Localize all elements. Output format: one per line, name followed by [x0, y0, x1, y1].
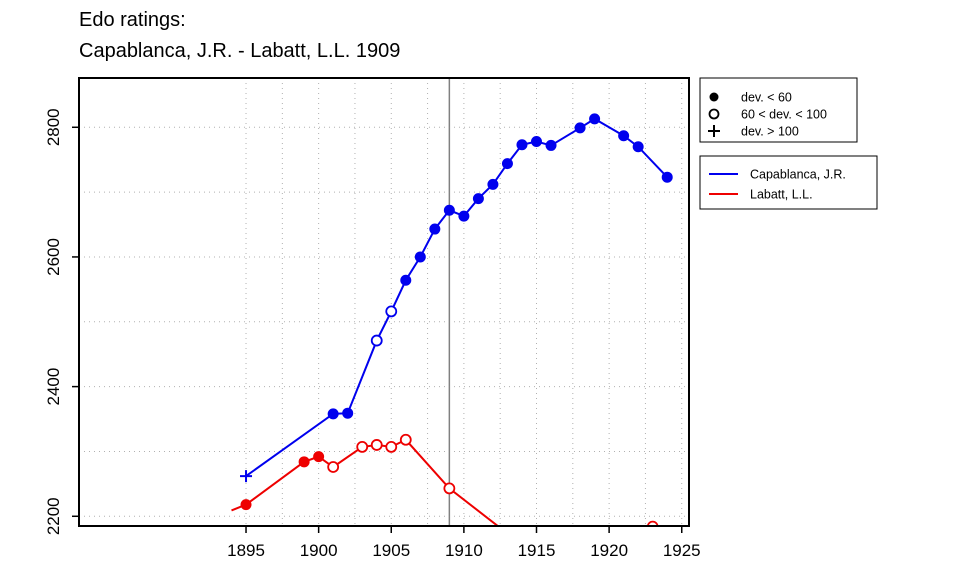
y-tick-label: 2600 [44, 238, 63, 276]
data-point [545, 139, 557, 151]
y-tick-label: 2800 [44, 108, 63, 146]
series-legend: Capablanca, J.R. Labatt, L.L. [699, 155, 878, 210]
data-point [327, 461, 340, 473]
data-point [458, 210, 470, 222]
x-tick-label: 1915 [518, 541, 556, 560]
y-tick-label: 2400 [44, 368, 63, 406]
data-point [327, 408, 339, 420]
data-point [342, 407, 354, 419]
data-point [443, 482, 456, 495]
series-line [231, 438, 653, 526]
x-axis: 1895 1900 1905 1910 1915 1920 1925 [227, 526, 701, 560]
data-point [618, 130, 630, 142]
x-tick-label: 1910 [445, 541, 483, 560]
deviation-legend: dev. < 60 60 < dev. < 100 dev. > 100 [699, 77, 858, 143]
grid-lines [79, 78, 689, 526]
chart-title-line1: Edo ratings: [79, 9, 186, 31]
y-axis: 2200 2400 2600 2800 [44, 108, 79, 535]
x-tick-label: 1895 [227, 541, 265, 560]
data-point [501, 158, 513, 170]
x-tick-label: 1905 [372, 541, 410, 560]
data-point [574, 122, 586, 134]
series-layer [231, 113, 673, 526]
data-point [429, 223, 441, 235]
legend-series-name: Labatt, L.L. [750, 188, 813, 202]
plot-frame [78, 77, 690, 527]
data-point [370, 334, 383, 347]
data-point [472, 193, 484, 205]
legend-label: 60 < dev. < 100 [741, 108, 827, 122]
legend-label: dev. < 60 [741, 91, 792, 105]
data-point [385, 305, 398, 318]
legend-filled-circle-icon [709, 92, 719, 102]
data-point [661, 171, 673, 183]
data-point [414, 251, 426, 263]
legend-series-name: Capablanca, J.R. [750, 168, 846, 182]
legend-box [699, 77, 858, 143]
data-point [385, 441, 398, 453]
data-point [313, 451, 325, 463]
data-point [356, 441, 369, 453]
legend-label: dev. > 100 [741, 125, 799, 139]
x-tick-label: 1900 [300, 541, 338, 560]
chart-title-line2: Capablanca, J.R. - Labatt, L.L. 1909 [79, 40, 401, 62]
data-point [399, 433, 412, 446]
data-point [632, 141, 644, 153]
legend-plus-icon [708, 125, 720, 137]
data-point [240, 499, 252, 511]
data-point [298, 456, 310, 468]
series-line [245, 117, 668, 477]
x-tick-label: 1925 [663, 541, 701, 560]
data-point [531, 136, 542, 148]
legend-box [699, 155, 878, 210]
data-point [400, 274, 412, 286]
legend-open-circle-icon [708, 108, 720, 120]
data-point [443, 204, 455, 216]
data-point [487, 178, 499, 190]
data-point [370, 439, 383, 451]
data-point [589, 113, 601, 125]
y-tick-label: 2200 [44, 497, 63, 535]
data-point [240, 470, 253, 483]
data-point [646, 520, 659, 526]
data-point [516, 139, 528, 151]
x-tick-label: 1920 [590, 541, 628, 560]
